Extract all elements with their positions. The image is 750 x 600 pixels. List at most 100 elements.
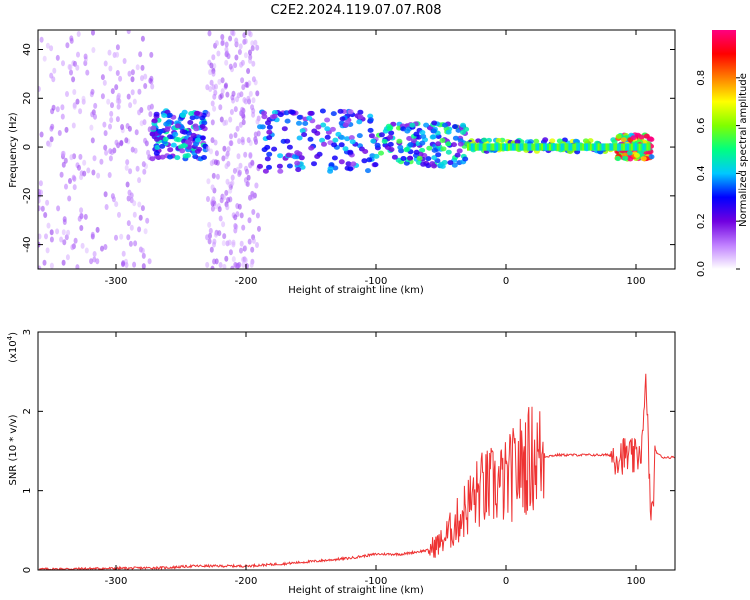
spectrogram-cell <box>217 78 222 85</box>
spectrogram-cell <box>549 138 556 144</box>
x-tick-label: -100 <box>365 276 388 287</box>
spectrogram-band-cell <box>578 143 581 151</box>
spectrogram-cell <box>439 138 446 143</box>
spectrogram-cell <box>150 83 155 90</box>
spectrogram-cell <box>100 74 105 81</box>
x-tick-label: -200 <box>235 276 258 287</box>
spectrogram-cell <box>222 263 227 269</box>
spectrogram-cell <box>339 116 346 122</box>
spectrogram-cell <box>245 168 249 175</box>
spectrogram-band-cell <box>584 143 587 151</box>
spectrogram-cell <box>216 50 221 57</box>
spectrogram-cell <box>221 221 226 228</box>
spectrogram-cell <box>59 171 64 178</box>
spectrogram-cell <box>147 104 152 111</box>
spectrogram-cell <box>71 122 76 129</box>
y-tick-label: -20 <box>22 188 33 204</box>
x-tick-label: 100 <box>626 576 645 587</box>
spectrogram-cell <box>235 125 240 132</box>
spectrogram-cell <box>108 65 113 72</box>
spectrogram-cell <box>250 40 255 47</box>
spectrogram-cell <box>167 147 174 153</box>
spectrogram-cell <box>306 115 313 121</box>
spectrogram-cell <box>251 237 256 244</box>
spectrogram-cell <box>240 77 245 84</box>
spectrogram-cell <box>91 47 96 53</box>
spectrogram-cell <box>439 163 446 169</box>
spectrogram-cell <box>249 261 254 268</box>
spectrogram-cell <box>213 159 218 166</box>
spectrogram-cell <box>148 111 153 118</box>
spectrogram-cell <box>108 155 113 162</box>
spectrogram-band-cell <box>478 143 481 151</box>
spectrogram-cell <box>40 205 45 212</box>
spectrogram-cell <box>254 182 259 189</box>
spectrogram-cell <box>115 51 120 58</box>
spectrogram-cell <box>243 52 248 59</box>
spectrogram-cell <box>347 149 354 155</box>
spectrogram-cell <box>65 42 70 49</box>
x-tick-label: 100 <box>626 276 645 287</box>
spectrogram-cell <box>431 120 438 126</box>
spectrogram-cell <box>615 134 622 139</box>
spectrogram-cell <box>387 141 394 147</box>
spectrogram-cell <box>126 220 131 227</box>
spectrogram-cell <box>126 234 131 241</box>
spectrogram-cell <box>314 154 321 159</box>
spectrogram-cell <box>157 129 164 134</box>
spectrogram-cell <box>615 156 621 162</box>
spectrogram-cell <box>90 88 95 95</box>
spectrogram-cell <box>188 111 195 116</box>
spectrogram-cell <box>228 249 233 256</box>
spectrogram-cell <box>229 133 233 140</box>
spectrogram-cell <box>357 109 364 115</box>
spectrogram-cell <box>65 91 69 97</box>
y-tick-label: 40 <box>22 43 33 56</box>
spectrogram-cell <box>514 139 521 145</box>
spectrogram-cell <box>119 139 124 146</box>
spectrogram-cell <box>226 197 231 203</box>
spectrogram-cell <box>219 92 224 99</box>
spectrogram-cell <box>179 112 186 118</box>
spectrogram-cell <box>84 247 89 254</box>
spectrogram-cell <box>224 59 229 66</box>
spectrogram-band-cell <box>474 143 477 151</box>
spectrogram-cell <box>236 262 240 269</box>
spectrogram-band-cell <box>586 143 589 151</box>
colorbar: 0.0 0.2 0.4 0.6 0.8 Normalized spectral ampl… <box>696 30 749 277</box>
spectrogram-cell <box>63 157 68 164</box>
spectrogram-band-cell <box>535 143 538 151</box>
spectrogram-cell <box>220 40 225 47</box>
spectrogram-cell <box>233 132 238 139</box>
spectrogram-cell <box>154 145 161 150</box>
spectrogram-cell <box>61 161 66 168</box>
spectrogram-cell <box>447 160 454 166</box>
spectrogram-band-cell <box>496 143 499 151</box>
spectrogram-band-cell <box>507 143 511 151</box>
spectrogram-cell <box>251 209 256 215</box>
spectrogram-cell <box>143 83 148 89</box>
spectrogram-cell <box>338 159 345 165</box>
spectrogram-band-cell <box>595 143 598 151</box>
spectrogram-cell <box>332 137 339 143</box>
spectrogram-cell <box>315 124 322 130</box>
spectrogram-cell <box>49 262 54 269</box>
snr-series-line <box>38 373 675 570</box>
spectrogram-cell <box>234 40 239 47</box>
spectrogram-cell <box>407 142 414 148</box>
spectrogram-band-cell <box>515 143 518 151</box>
spectrogram-cell <box>220 34 225 40</box>
colorbar-tick-label: 0.6 <box>696 118 707 134</box>
spectrogram-cell <box>104 204 109 210</box>
spectrogram-band-cell <box>623 143 626 151</box>
spectrogram-cell <box>224 189 229 196</box>
spectrogram-cell <box>324 117 331 123</box>
spectrogram-cell <box>264 144 271 150</box>
spectrogram-band-cell <box>576 143 579 151</box>
snr-y-ticks: 0 1 2 3 <box>22 329 675 573</box>
spectrogram-cell <box>187 120 194 125</box>
spectrogram-cell <box>265 120 271 126</box>
spectrogram-cell <box>75 264 80 269</box>
spectrogram-cell <box>238 43 243 50</box>
spectrogram-cell <box>73 60 77 67</box>
